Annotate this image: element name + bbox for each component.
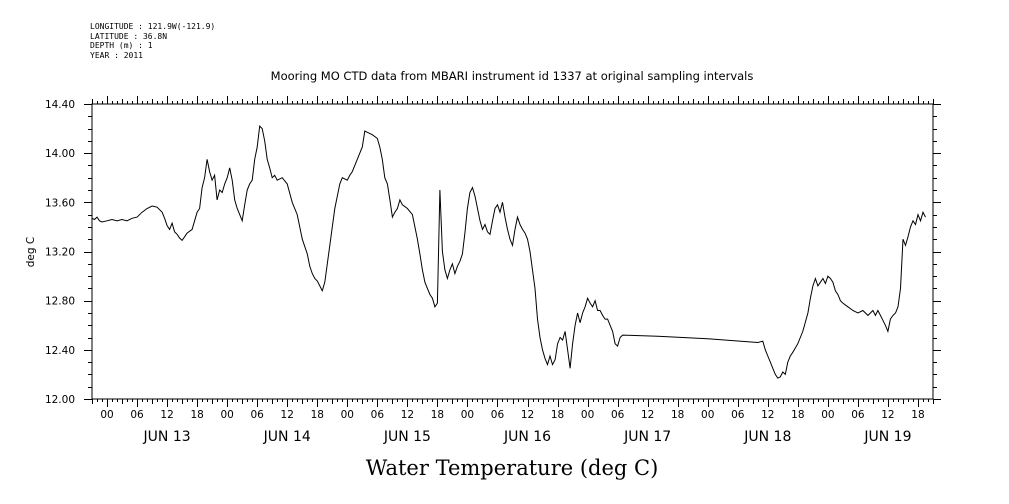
plot-frame xyxy=(91,103,934,400)
y-tick-label: 13.60 xyxy=(45,197,75,209)
day-label: JUN 13 xyxy=(143,429,191,445)
x-tick-label: 12 xyxy=(761,409,774,421)
x-tick-label: 18 xyxy=(311,409,324,421)
x-tick-label: 18 xyxy=(791,409,804,421)
y-tick-label: 13.20 xyxy=(45,247,75,259)
y-tick-label: 12.00 xyxy=(45,394,75,406)
x-tick-label: 12 xyxy=(641,409,654,421)
y-tick-label: 12.80 xyxy=(45,296,75,308)
longitude-text: LONGITUDE : 121.9W(-121.9) xyxy=(90,22,216,31)
y-tick-label: 14.00 xyxy=(45,148,75,160)
x-tick-label: 18 xyxy=(551,409,564,421)
x-tick-label: 00 xyxy=(341,409,354,421)
day-label: JUN 17 xyxy=(623,429,671,445)
metadata-block: LONGITUDE : 121.9W(-121.9) LATITUDE : 36… xyxy=(90,22,215,60)
day-label: JUN 18 xyxy=(743,429,791,445)
x-tick-label: 06 xyxy=(371,409,385,421)
x-tick-label: 12 xyxy=(881,409,894,421)
x-tick-label: 12 xyxy=(401,409,414,421)
temperature-series-line xyxy=(91,125,926,379)
x-tick-label: 12 xyxy=(521,409,534,421)
x-tick-label: 18 xyxy=(190,409,203,421)
day-label: JUN 16 xyxy=(503,429,551,445)
y-axis-label: deg C xyxy=(25,237,37,267)
x-tick-label: 12 xyxy=(281,409,294,421)
x-tick-label: 06 xyxy=(851,409,865,421)
x-tick-label: 00 xyxy=(100,409,113,421)
day-label: JUN 15 xyxy=(383,429,431,445)
x-tick-label: 00 xyxy=(821,409,834,421)
x-tick-labels: 00 06 12 18 00 06 12 18 00 06 12 18 00 06 12 18 00 06 12 18… xyxy=(100,409,924,421)
axis-ticks xyxy=(84,96,941,407)
day-label: JUN 14 xyxy=(263,429,311,445)
day-label: JUN 19 xyxy=(863,429,911,445)
x-tick-label: 18 xyxy=(911,409,924,421)
year-text: YEAR : 2011 xyxy=(90,50,143,60)
x-tick-label: 00 xyxy=(701,409,714,421)
y-tick-labels: 12.00 12.40 12.80 13.20 13.60 14.00 14.40 xyxy=(45,99,75,406)
x-tick-label: 12 xyxy=(160,409,173,421)
x-tick-label: 00 xyxy=(461,409,474,421)
chart-title: Mooring MO CTD data from MBARI instrumen… xyxy=(271,69,754,83)
x-tick-label: 06 xyxy=(491,409,505,421)
x-tick-label: 18 xyxy=(431,409,444,421)
y-tick-label: 12.40 xyxy=(45,345,75,357)
day-labels: JUN 13 JUN 14 JUN 15 JUN 16 JUN 17 JUN 18 JUN … xyxy=(143,429,912,445)
x-tick-label: 06 xyxy=(251,409,265,421)
x-tick-label: 06 xyxy=(130,409,144,421)
y-tick-label: 14.40 xyxy=(45,99,75,111)
depth-text: DEPTH (m) : 1 xyxy=(90,41,153,50)
x-tick-label: 18 xyxy=(671,409,684,421)
x-tick-label: 06 xyxy=(731,409,745,421)
x-axis-label: Water Temperature (deg C) xyxy=(366,456,659,480)
x-tick-label: 00 xyxy=(220,409,233,421)
latitude-text: LATITUDE : 36.8N xyxy=(90,31,168,41)
x-tick-label: 06 xyxy=(611,409,625,421)
x-tick-label: 00 xyxy=(581,409,594,421)
